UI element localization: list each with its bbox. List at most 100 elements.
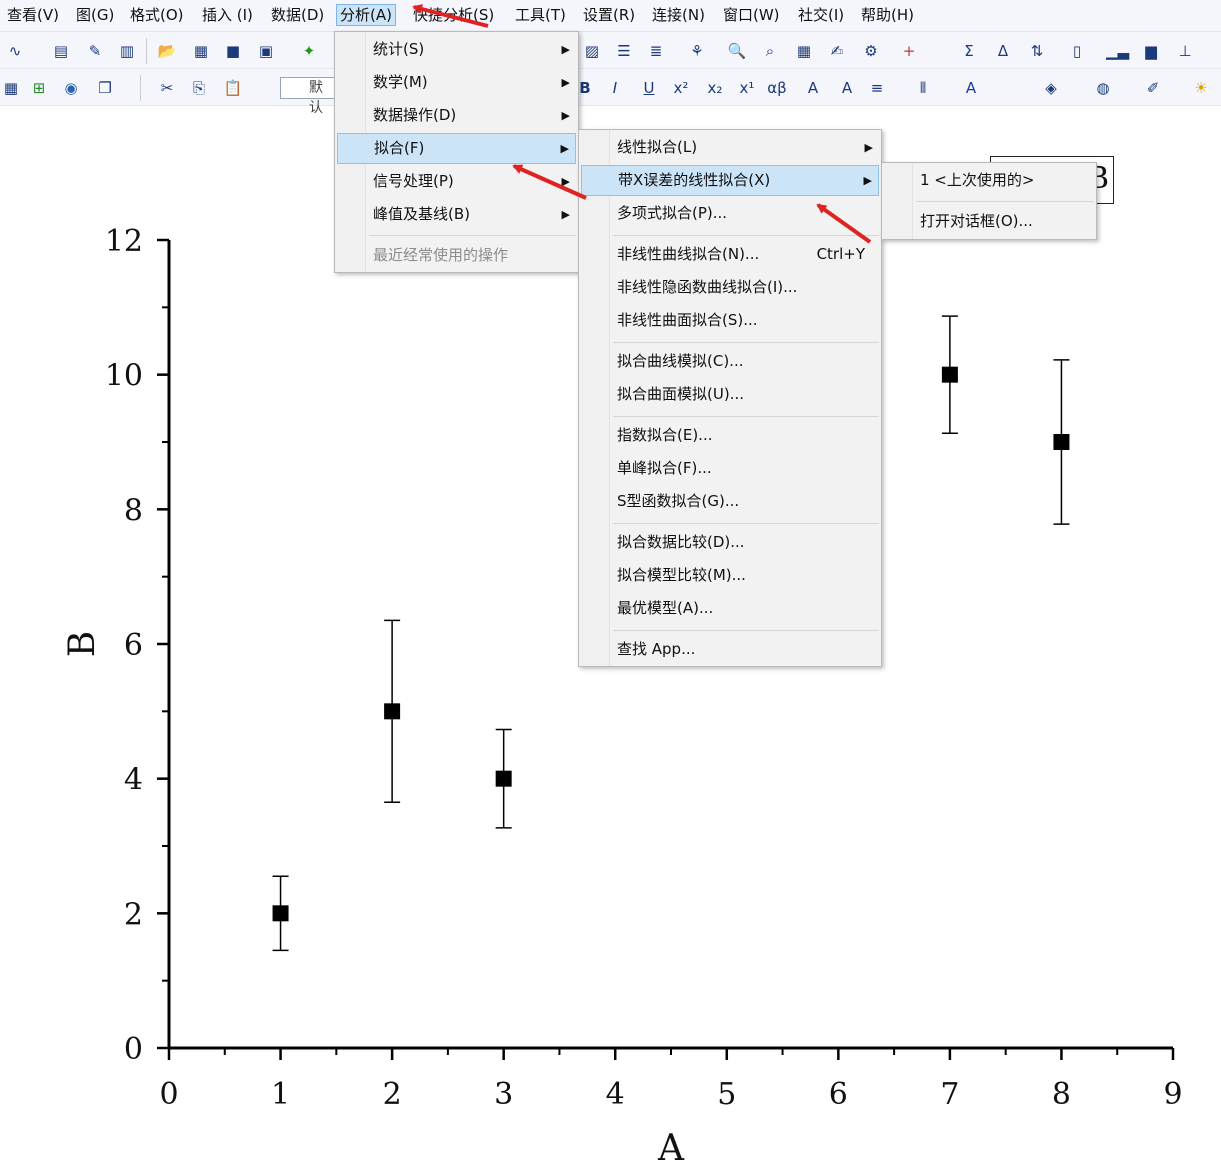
menu-separator <box>613 523 879 524</box>
italic-icon[interactable]: I <box>612 79 618 97</box>
data-point <box>272 905 289 922</box>
menu-item-single-peak-fit[interactable]: 单峰拟合(F)... <box>581 453 879 484</box>
new-function-icon[interactable]: ✎ <box>88 42 102 60</box>
menu-item-statistics[interactable]: 统计(S) ▶ <box>337 34 576 65</box>
font-smaller-icon[interactable]: A <box>841 79 853 97</box>
add-layer-icon[interactable]: ⊞ <box>32 79 46 97</box>
column-chart-icon[interactable]: ▆ <box>1145 42 1157 60</box>
worksheet-icon[interactable]: ▨ <box>584 42 600 60</box>
y-tick-label: 0 <box>124 1032 143 1067</box>
menu-view[interactable]: 查看(V) <box>7 6 59 24</box>
pattern-icon[interactable]: ⦀ <box>919 79 927 97</box>
font-select[interactable]: 默认 <box>280 77 336 116</box>
menu-analysis[interactable]: 分析(A) <box>336 4 396 26</box>
new-layout-icon[interactable]: ▤ <box>53 42 69 60</box>
menu-item-exponential-fit[interactable]: 指数拟合(E)... <box>581 420 879 451</box>
box-chart-icon[interactable]: ⊥ <box>1178 42 1192 60</box>
sum-icon[interactable]: Σ <box>964 42 974 60</box>
menu-item-label: 打开对话框(O)... <box>920 212 1033 230</box>
save-icon[interactable]: ■ <box>225 42 241 60</box>
bold-icon[interactable]: B <box>579 79 591 97</box>
menu-insert[interactable]: 插入 (I) <box>202 6 253 24</box>
menu-item-peaks-baseline[interactable]: 峰值及基线(B) ▶ <box>337 199 576 230</box>
font-larger-icon[interactable]: A <box>807 79 819 97</box>
menu-social[interactable]: 社交(I) <box>798 6 845 24</box>
menu-item-polynomial-fit[interactable]: 多项式拟合(P)... <box>581 198 879 229</box>
menu-window[interactable]: 窗口(W) <box>723 6 780 24</box>
stats-icon[interactable]: Δ <box>997 42 1009 60</box>
menu-item-label: 带X误差的线性拟合(X) <box>618 171 771 189</box>
bar-chart-icon[interactable]: ▁▃ <box>1106 42 1130 60</box>
menu-item-fitting[interactable]: 拟合(F) ▶ <box>337 133 576 164</box>
y-tick-label: 8 <box>124 493 143 528</box>
open-folder-icon[interactable]: 📂 <box>157 42 177 60</box>
font-color-icon[interactable]: A <box>965 79 977 97</box>
line-color-icon[interactable]: ✐ <box>1146 79 1160 97</box>
globe-icon[interactable]: ◉ <box>64 79 78 97</box>
stack-icon[interactable]: ≣ <box>649 42 663 60</box>
sort-icon[interactable]: ⇅ <box>1030 42 1044 60</box>
menu-item-linear-fit[interactable]: 线性拟合(L) ▶ <box>581 132 879 163</box>
gear-icon[interactable]: ⚙ <box>864 42 878 60</box>
new-graph-icon[interactable]: ∿ <box>8 42 22 60</box>
tree-icon[interactable]: ⚘ <box>690 42 704 60</box>
save-as-icon[interactable]: ▣ <box>258 42 274 60</box>
data-point <box>384 703 401 720</box>
menu-item-last-used[interactable]: 1 <上次使用的> <box>884 165 1094 196</box>
menu-help[interactable]: 帮助(H) <box>861 6 914 24</box>
y-tick-label: 6 <box>124 628 143 663</box>
add-icon[interactable]: + <box>902 42 916 60</box>
menu-item-simulate-curve[interactable]: 拟合曲线模拟(C)... <box>581 346 879 377</box>
superscript-icon[interactable]: x² <box>673 79 689 97</box>
menu-item-compare-models[interactable]: 拟合模型比较(M)... <box>581 560 879 591</box>
menu-connect[interactable]: 连接(N) <box>652 6 705 24</box>
palette-icon[interactable]: ◍ <box>1096 79 1110 97</box>
table-icon[interactable]: ▦ <box>796 42 812 60</box>
menu-data[interactable]: 数据(D) <box>271 6 325 24</box>
new-notes-icon[interactable]: ▥ <box>119 42 135 60</box>
menu-item-open-dialog[interactable]: 打开对话框(O)... <box>884 206 1094 237</box>
menu-item-label: 最优模型(A)... <box>617 599 714 617</box>
x-tick-label: 4 <box>606 1077 625 1112</box>
copy-page-icon[interactable]: ❐ <box>98 79 112 97</box>
menu-item-compare-datasets[interactable]: 拟合数据比较(D)... <box>581 527 879 558</box>
run-icon[interactable]: ✦ <box>302 42 316 60</box>
fill-color-icon[interactable]: ◈ <box>1045 79 1057 97</box>
menu-format[interactable]: 格式(O) <box>130 6 184 24</box>
x-tick-label: 9 <box>1163 1077 1182 1112</box>
copy-icon[interactable]: ⎘ <box>192 79 205 97</box>
align-icon[interactable]: ≡ <box>870 79 884 97</box>
menu-item-nonlinear-surface-fit[interactable]: 非线性曲面拟合(S)... <box>581 305 879 336</box>
column-icon[interactable]: ▯ <box>1072 42 1082 60</box>
menu-item-sigmoidal-fit[interactable]: S型函数拟合(G)... <box>581 486 879 517</box>
menu-item-nonlinear-implicit-fit[interactable]: 非线性隐函数曲线拟合(I)... <box>581 272 879 303</box>
light-icon[interactable]: ☀ <box>1194 79 1208 97</box>
cut-icon[interactable]: ✂ <box>160 79 174 97</box>
underline-icon[interactable]: U <box>643 79 655 97</box>
menu-item-simulate-surface[interactable]: 拟合曲面模拟(U)... <box>581 379 879 410</box>
menu-item-math[interactable]: 数学(M) ▶ <box>337 67 576 98</box>
menu-item-signal-processing[interactable]: 信号处理(P) ▶ <box>337 166 576 197</box>
layers-icon[interactable]: ☰ <box>617 42 631 60</box>
menu-item-data-manipulation[interactable]: 数据操作(D) ▶ <box>337 100 576 131</box>
menu-item-rank-models[interactable]: 最优模型(A)... <box>581 593 879 624</box>
submenu-arrow-icon: ▶ <box>561 43 570 56</box>
paste-icon[interactable]: 📋 <box>223 79 243 97</box>
edit-icon[interactable]: ✍ <box>830 42 844 60</box>
zoom-icon[interactable]: 🔍 <box>727 42 747 60</box>
menu-item-label: 查找 App... <box>617 640 696 658</box>
menu-graph[interactable]: 图(G) <box>76 6 115 24</box>
menu-quick-analysis[interactable]: 快捷分析(S) <box>413 6 495 24</box>
greek-icon[interactable]: αβ <box>767 79 787 97</box>
menu-tools[interactable]: 工具(T) <box>515 6 566 24</box>
menu-item-nonlinear-curve-fit[interactable]: 非线性曲线拟合(N)... Ctrl+Y <box>581 239 879 270</box>
subscript-icon[interactable]: x₂ <box>707 79 723 97</box>
data-reader-icon[interactable]: ⌕ <box>765 42 775 60</box>
supsub-icon[interactable]: x¹ <box>739 79 755 97</box>
open-template-icon[interactable]: ▦ <box>193 42 209 60</box>
menu-settings[interactable]: 设置(R) <box>583 6 636 24</box>
menu-item-find-app[interactable]: 查找 App... <box>581 634 879 665</box>
grid-icon[interactable]: ▦ <box>3 79 19 97</box>
menu-item-linear-fit-x-error[interactable]: 带X误差的线性拟合(X) ▶ <box>581 165 879 196</box>
x-tick-label: 0 <box>159 1077 178 1112</box>
